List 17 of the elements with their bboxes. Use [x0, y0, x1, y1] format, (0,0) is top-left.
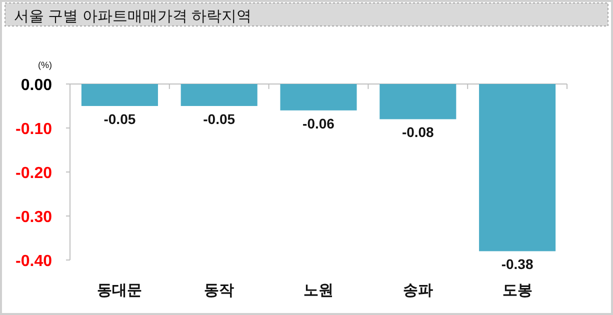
- y-tick-label: -0.30: [16, 209, 52, 226]
- x-tick-label: 동대문: [97, 282, 142, 299]
- data-label: -0.05: [203, 111, 236, 127]
- x-tick-label: 송파: [402, 282, 433, 299]
- y-tick-label: -0.10: [16, 121, 52, 138]
- y-tick-label: -0.40: [16, 253, 52, 270]
- data-label: -0.38: [501, 256, 534, 272]
- data-label: -0.05: [104, 111, 136, 127]
- data-label: -0.06: [302, 115, 335, 132]
- y-axis-title: (%): [38, 60, 52, 70]
- y-tick-label: -0.20: [16, 165, 52, 182]
- x-tick-label: 동작: [204, 282, 234, 299]
- data-label: -0.08: [402, 124, 434, 140]
- y-tick-label: 0.00: [20, 77, 52, 94]
- title: 서울 구별 아파트매매가격 하락지역: [14, 8, 252, 25]
- x-tick-label: 노원: [304, 282, 334, 299]
- x-tick-label: 도봉: [502, 282, 532, 299]
